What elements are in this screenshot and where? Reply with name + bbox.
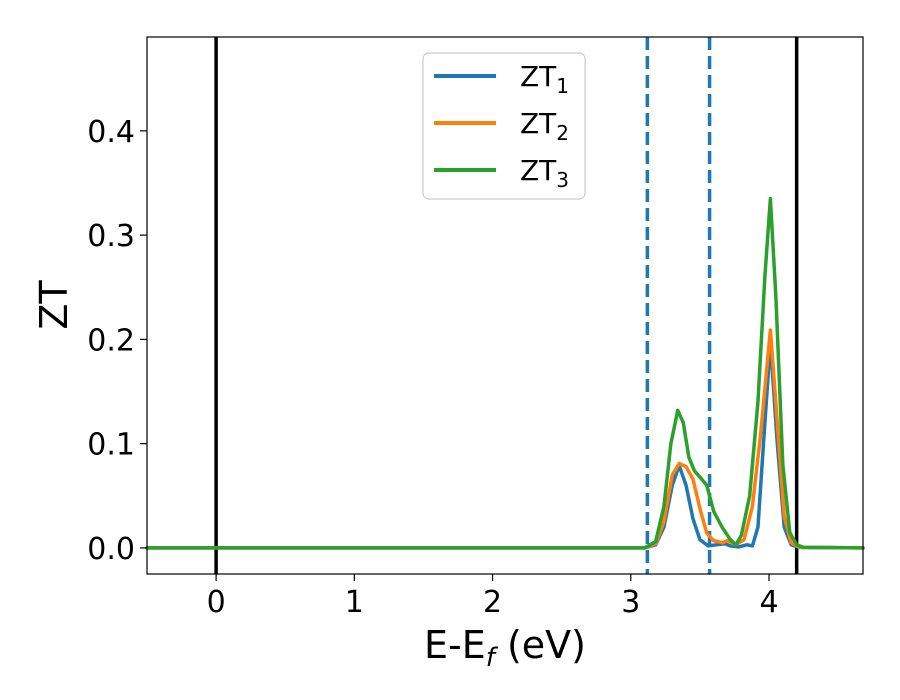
y-tick-label: 0.1 (87, 428, 135, 463)
axes-frame (146, 36, 864, 575)
x-tick-label: 4 (759, 585, 778, 620)
x-tick-label: 1 (345, 585, 364, 620)
x-tick-label: 2 (483, 585, 502, 620)
y-tick-label: 0.4 (87, 115, 135, 150)
y-tick-label: 0.3 (87, 219, 135, 254)
legend-label-1: ZT1 (520, 60, 569, 98)
plot-area (145, 37, 865, 574)
x-axis-title-unit: (eV) (495, 623, 586, 667)
y-tick-label: 0.0 (87, 532, 135, 567)
legend-box (422, 52, 586, 200)
x-axis-title: E-Ef (eV) (424, 623, 586, 673)
series-line-2 (145, 328, 865, 550)
legend-label-2: ZT2 (520, 107, 569, 145)
y-tick-label: 0.2 (87, 323, 135, 358)
x-tick-label: 3 (621, 585, 640, 620)
axis-ticks: 0 1 2 3 4 0.0 0.1 0.2 0.3 0.4 (87, 115, 778, 620)
legend-label-3: ZT3 (520, 154, 569, 192)
legend: ZT1 ZT2 ZT3 (422, 52, 586, 200)
x-axis-title-main: E-E (424, 623, 486, 667)
series-line-3 (145, 196, 865, 550)
y-axis-title: ZT (32, 280, 76, 330)
x-tick-label: 0 (207, 585, 226, 620)
